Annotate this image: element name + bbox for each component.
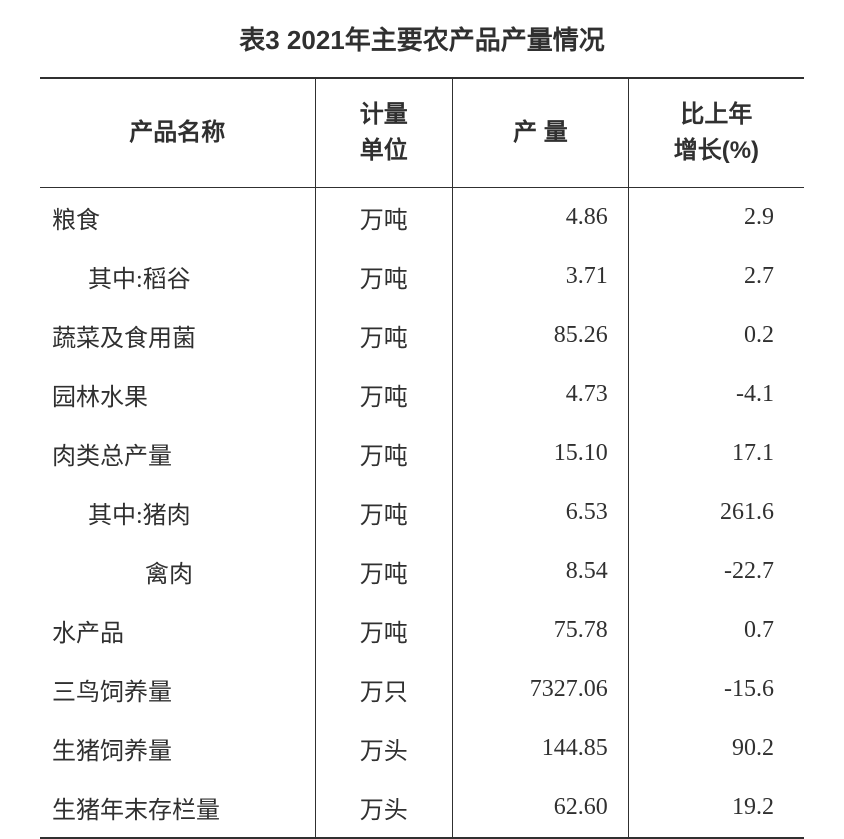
cell-name: 蔬菜及食用菌 bbox=[40, 306, 315, 365]
table-title: 表3 2021年主要农产品产量情况 bbox=[40, 20, 804, 57]
cell-unit: 万头 bbox=[315, 778, 453, 838]
table-row: 水产品 万吨 75.78 0.7 bbox=[40, 601, 804, 660]
table-row: 粮食 万吨 4.86 2.9 bbox=[40, 188, 804, 248]
cell-output: 85.26 bbox=[453, 306, 629, 365]
table-row: 三鸟饲养量 万只 7327.06 -15.6 bbox=[40, 660, 804, 719]
cell-unit: 万只 bbox=[315, 660, 453, 719]
cell-output: 4.73 bbox=[453, 365, 629, 424]
table-body: 粮食 万吨 4.86 2.9 其中:稻谷 万吨 3.71 2.7 蔬菜及食用菌 … bbox=[40, 188, 804, 839]
cell-growth: 19.2 bbox=[628, 778, 804, 838]
table-row: 禽肉 万吨 8.54 -22.7 bbox=[40, 542, 804, 601]
table-row: 其中:稻谷 万吨 3.71 2.7 bbox=[40, 247, 804, 306]
cell-output: 144.85 bbox=[453, 719, 629, 778]
cell-growth: 0.2 bbox=[628, 306, 804, 365]
table-row: 蔬菜及食用菌 万吨 85.26 0.2 bbox=[40, 306, 804, 365]
cell-unit: 万吨 bbox=[315, 247, 453, 306]
cell-growth: 17.1 bbox=[628, 424, 804, 483]
cell-growth: -4.1 bbox=[628, 365, 804, 424]
cell-output: 6.53 bbox=[453, 483, 629, 542]
table-header-row: 产品名称 计量 单位 产 量 比上年 增长(%) bbox=[40, 78, 804, 188]
cell-name: 其中:稻谷 bbox=[40, 247, 315, 306]
cell-unit: 万吨 bbox=[315, 424, 453, 483]
cell-name: 三鸟饲养量 bbox=[40, 660, 315, 719]
cell-name: 生猪年末存栏量 bbox=[40, 778, 315, 838]
col-header-unit: 计量 单位 bbox=[315, 78, 453, 188]
cell-unit: 万吨 bbox=[315, 365, 453, 424]
cell-growth: 90.2 bbox=[628, 719, 804, 778]
cell-unit: 万头 bbox=[315, 719, 453, 778]
cell-name: 肉类总产量 bbox=[40, 424, 315, 483]
cell-output: 15.10 bbox=[453, 424, 629, 483]
cell-output: 62.60 bbox=[453, 778, 629, 838]
cell-name: 园林水果 bbox=[40, 365, 315, 424]
cell-name: 粮食 bbox=[40, 188, 315, 248]
table-row: 其中:猪肉 万吨 6.53 261.6 bbox=[40, 483, 804, 542]
cell-growth: 261.6 bbox=[628, 483, 804, 542]
col-header-name: 产品名称 bbox=[40, 78, 315, 188]
cell-name: 其中:猪肉 bbox=[40, 483, 315, 542]
cell-growth: -15.6 bbox=[628, 660, 804, 719]
cell-growth: 2.9 bbox=[628, 188, 804, 248]
cell-output: 8.54 bbox=[453, 542, 629, 601]
cell-unit: 万吨 bbox=[315, 306, 453, 365]
cell-growth: -22.7 bbox=[628, 542, 804, 601]
cell-growth: 0.7 bbox=[628, 601, 804, 660]
cell-output: 3.71 bbox=[453, 247, 629, 306]
cell-output: 7327.06 bbox=[453, 660, 629, 719]
cell-output: 4.86 bbox=[453, 188, 629, 248]
col-header-growth: 比上年 增长(%) bbox=[628, 78, 804, 188]
table-row: 生猪年末存栏量 万头 62.60 19.2 bbox=[40, 778, 804, 838]
table-row: 生猪饲养量 万头 144.85 90.2 bbox=[40, 719, 804, 778]
cell-name: 水产品 bbox=[40, 601, 315, 660]
cell-unit: 万吨 bbox=[315, 188, 453, 248]
table-row: 园林水果 万吨 4.73 -4.1 bbox=[40, 365, 804, 424]
cell-unit: 万吨 bbox=[315, 483, 453, 542]
col-header-output: 产 量 bbox=[453, 78, 629, 188]
cell-growth: 2.7 bbox=[628, 247, 804, 306]
cell-output: 75.78 bbox=[453, 601, 629, 660]
cell-unit: 万吨 bbox=[315, 601, 453, 660]
agri-products-table: 产品名称 计量 单位 产 量 比上年 增长(%) 粮食 万吨 4.86 2.9 … bbox=[40, 77, 804, 839]
cell-unit: 万吨 bbox=[315, 542, 453, 601]
cell-name: 生猪饲养量 bbox=[40, 719, 315, 778]
cell-name: 禽肉 bbox=[40, 542, 315, 601]
table-row: 肉类总产量 万吨 15.10 17.1 bbox=[40, 424, 804, 483]
